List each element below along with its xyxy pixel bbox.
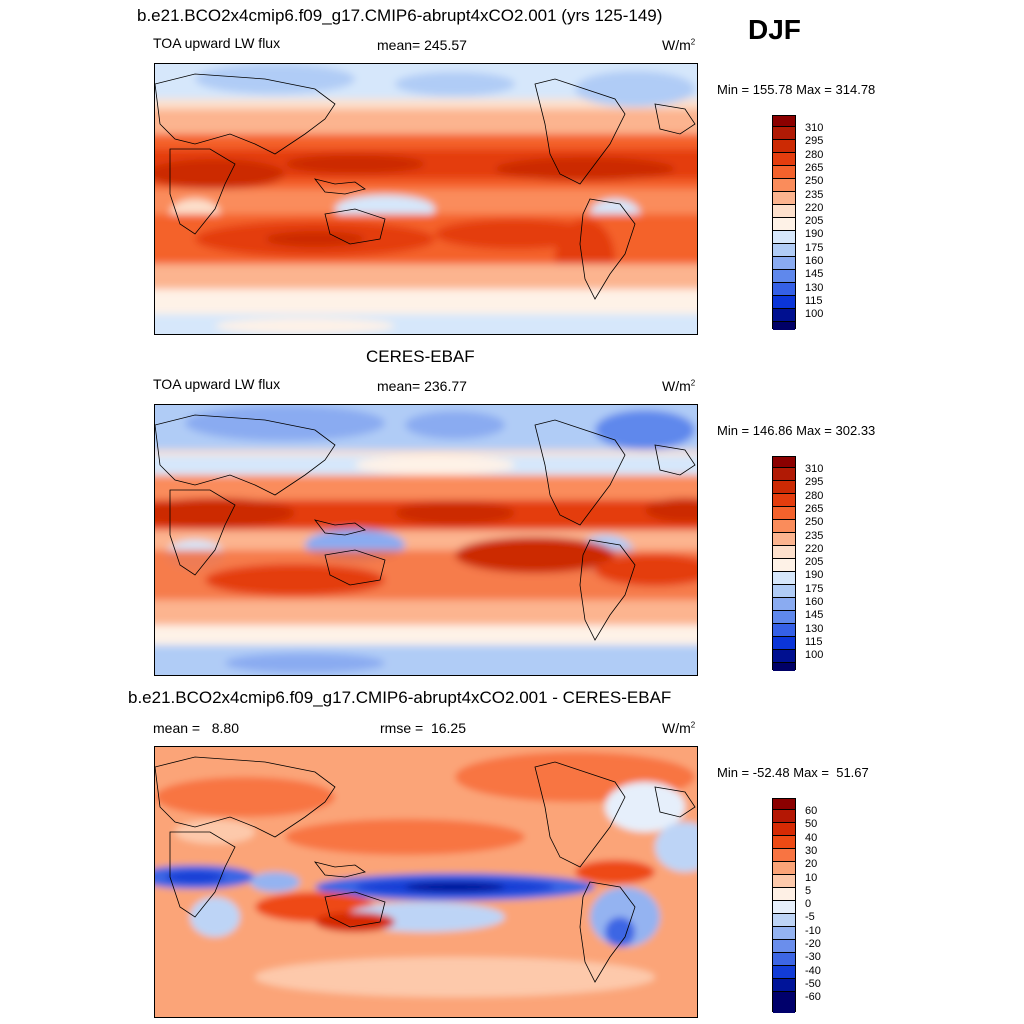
- panel1-cbar-label: 190: [805, 228, 824, 241]
- panel1-cbar-label: 160: [805, 255, 824, 267]
- panel1-cbar-label: 220: [805, 201, 824, 214]
- panel3-cbar-label: -5: [805, 911, 815, 924]
- panel1-colorbar: [772, 115, 796, 330]
- panel2-cbar-label: 160: [805, 596, 824, 608]
- panel2-mean: mean= 236.77: [377, 378, 467, 394]
- panel1-cbar-label: 115: [805, 294, 823, 307]
- panel2-cbar-label: 295: [805, 476, 824, 489]
- panel2-cbar-label: 205: [805, 556, 824, 569]
- panel1-cbar-label: 280: [805, 148, 824, 161]
- panel1-mean: mean= 245.57: [377, 37, 467, 53]
- panel2-cbar-label: 115: [805, 635, 823, 648]
- panel1-units: W/m2: [662, 37, 696, 53]
- panel3-cbar-label: -20: [805, 938, 821, 950]
- panel3-cbar-label: 30: [805, 844, 818, 857]
- panel3-cbar-label: -40: [805, 964, 821, 977]
- season-label: DJF: [748, 14, 801, 45]
- panel1-minmax: Min = 155.78 Max = 314.78: [717, 82, 876, 97]
- panel2-cbar-label: 235: [805, 529, 824, 542]
- panel3-map: [154, 746, 698, 1018]
- panel2-variable: TOA upward LW flux: [153, 376, 281, 392]
- panel3-cbar-label: 5: [805, 884, 812, 897]
- panel1-variable: TOA upward LW flux: [153, 35, 281, 51]
- panel3-cbar-label: 40: [805, 831, 818, 844]
- panel3-cbar-label: 10: [805, 871, 818, 884]
- panel2-cbar-label: 100: [805, 649, 824, 662]
- panel1-cbar-label: 145: [805, 268, 824, 281]
- panel3-cbar-label: 0: [805, 898, 812, 911]
- panel1-cbar-label: 265: [805, 161, 824, 174]
- panel3-cbar-label: -50: [805, 977, 821, 990]
- panel2-cbar-label: 265: [805, 502, 824, 515]
- panel3-cbar-label: 50: [805, 818, 818, 831]
- panel1-cbar-label: 205: [805, 215, 824, 228]
- panel2-cbar-label: 190: [805, 569, 824, 582]
- panel1-cbar-label: 235: [805, 188, 824, 201]
- panel3-title: b.e21.BCO2x4cmip6.f09_g17.CMIP6-abrupt4x…: [128, 688, 672, 707]
- panel1-cbar-label: 250: [805, 175, 824, 188]
- panel3-minmax: Min = -52.48 Max = 51.67: [717, 765, 869, 780]
- panel1-title: b.e21.BCO2x4cmip6.f09_g17.CMIP6-abrupt4x…: [137, 6, 663, 25]
- panel3-rmse: rmse = 16.25: [380, 720, 466, 736]
- panel2-cbar-label: 310: [805, 463, 824, 475]
- panel1-cbar-label: 175: [805, 241, 824, 254]
- panel3-cbar-label: 60: [805, 805, 818, 817]
- panel3-cbar-label: -30: [805, 951, 821, 964]
- panel1-cbar-label: 295: [805, 135, 824, 148]
- panel2-cbar-label: 130: [805, 622, 824, 635]
- panel2-title: CERES-EBAF: [366, 347, 475, 366]
- panel2-cbar-label: 175: [805, 582, 824, 595]
- panel3-cbar-label: -60: [805, 991, 821, 1004]
- panel1-cbar-label: 100: [805, 308, 824, 321]
- panel1-map: [154, 63, 698, 335]
- panel2-cbar-label: 145: [805, 609, 824, 622]
- panel2-cbar-label: 280: [805, 489, 824, 502]
- panel2-minmax: Min = 146.86 Max = 302.33: [717, 423, 876, 438]
- panel2-cbar-label: 250: [805, 516, 824, 529]
- panel2-colorbar: [772, 456, 796, 671]
- panel1-cbar-label: 310: [805, 122, 824, 134]
- panel3-cbar-label: 20: [805, 858, 818, 871]
- panel1-cbar-label: 130: [805, 281, 824, 294]
- panel2-cbar-label: 220: [805, 542, 824, 555]
- panel2-units: W/m2: [662, 378, 696, 394]
- panel3-cbar-label: -10: [805, 924, 821, 937]
- panel3-units: W/m2: [662, 720, 696, 736]
- panel3-mean: mean = 8.80: [153, 720, 240, 736]
- panel2-map: [154, 404, 698, 676]
- panel3-colorbar: [772, 798, 796, 1013]
